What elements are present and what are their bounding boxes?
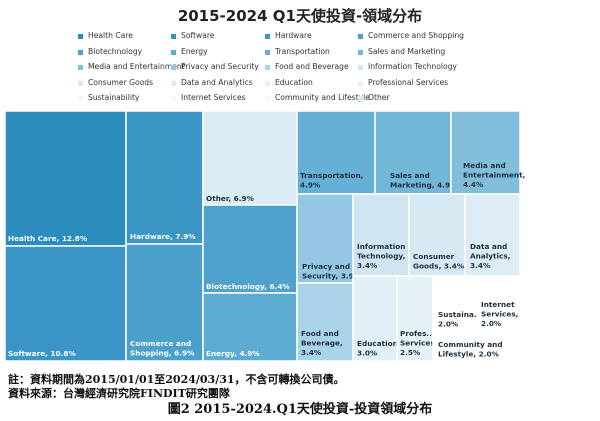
legend-swatch bbox=[171, 65, 176, 70]
treemap-label: Biotechnology, 6.4% bbox=[206, 282, 290, 291]
treemap-label: Commerce and Shopping, 6.9% bbox=[130, 339, 195, 358]
treemap-tile-biotechnology bbox=[202, 204, 298, 294]
legend-item: Consumer Goods bbox=[88, 77, 154, 87]
legend-item: Hardware bbox=[275, 31, 312, 40]
treemap-tile-transportation bbox=[296, 110, 376, 195]
legend-swatch bbox=[265, 80, 270, 86]
legend-swatch bbox=[358, 96, 363, 101]
legend-swatch bbox=[78, 65, 83, 70]
treemap-tile-commerce-and-shopping bbox=[125, 243, 204, 362]
legend-item: Sales and Marketing bbox=[368, 46, 446, 56]
legend-item: Sustainability bbox=[88, 93, 140, 102]
legend-item: Other bbox=[368, 93, 390, 102]
treemap-label: Community and Lifestyle, 2.0% bbox=[438, 340, 503, 359]
legend-item: Energy bbox=[181, 46, 208, 56]
legend-item: Information Technology bbox=[368, 62, 457, 71]
treemap-tile-software bbox=[4, 245, 127, 362]
legend-swatch bbox=[358, 80, 363, 86]
legend-swatch bbox=[265, 34, 270, 39]
legend-swatch bbox=[358, 49, 363, 55]
legend-swatch bbox=[265, 49, 270, 55]
legend-item: Data and Analytics bbox=[181, 77, 253, 87]
treemap-tile-data-and-analytics bbox=[464, 193, 521, 277]
legend-swatch bbox=[78, 49, 83, 55]
legend-swatch bbox=[171, 34, 176, 39]
treemap-tile-food-and-beverage bbox=[296, 282, 354, 362]
treemap-label: Data and Analytics, 3.4% bbox=[470, 242, 511, 270]
treemap-tile-media-and-entertainment bbox=[450, 110, 521, 195]
legend-item: Health Care bbox=[88, 31, 133, 40]
figure-caption: 圖2 2015-2024.Q1天使投資-投資領域分布 bbox=[167, 402, 433, 417]
treemap-label: Media and Entertainment, 4.4% bbox=[463, 161, 526, 189]
legend-item: Software bbox=[181, 31, 215, 40]
treemap-label: Energy, 4.9% bbox=[206, 349, 260, 358]
legend-item: Commerce and Shopping bbox=[368, 31, 464, 40]
legend-swatch bbox=[265, 65, 270, 70]
treemap-label: Hardware, 7.9% bbox=[130, 232, 196, 241]
treemap-label: Information Technology, 3.4% bbox=[357, 242, 406, 270]
legend-item: Community and Lifestyle bbox=[275, 93, 370, 102]
treemap-label: Sustaina... 2.0% bbox=[438, 310, 482, 329]
treemap-label: Health Care, 12.8% bbox=[8, 234, 88, 243]
legend-item: Biotechnology bbox=[88, 46, 143, 56]
data-source: 資料來源：台灣經濟研究院FINDIT研究團隊 bbox=[8, 387, 230, 400]
legend-swatch bbox=[78, 96, 83, 101]
treemap-tile-professional-services bbox=[396, 275, 434, 362]
treemap-label: Privacy and Security, 3.9% bbox=[302, 262, 362, 281]
treemap-tile-health-care bbox=[4, 110, 127, 247]
legend-swatch bbox=[171, 80, 176, 86]
legend-item: Privacy and Security bbox=[181, 62, 259, 71]
treemap-tile-consumer-goods bbox=[408, 193, 466, 277]
treemap-label: Education, 3.0% bbox=[357, 339, 401, 358]
legend-swatch bbox=[171, 96, 176, 101]
legend-item: Media and Entertainment bbox=[88, 62, 185, 71]
legend: Health Care Software Hardware Commerce and … bbox=[78, 31, 548, 107]
treemap-tile-sales-and-marketing bbox=[374, 110, 452, 195]
treemap-label: Transportation, 4.9% bbox=[300, 171, 364, 190]
legend-item: Education bbox=[275, 77, 313, 87]
legend-swatch bbox=[358, 65, 363, 70]
treemap-tile-community-and-lifestyle bbox=[432, 333, 521, 362]
treemap-label: Consumer Goods, 3.4% bbox=[413, 252, 465, 271]
chart-title: 2015-2024 Q1天使投資-領域分布 bbox=[177, 7, 423, 25]
treemap-tile-information-technology bbox=[352, 193, 410, 277]
legend-swatch bbox=[171, 49, 176, 55]
legend-swatch bbox=[265, 96, 270, 101]
treemap-label: Sales and Marketing, 4.9% bbox=[390, 171, 458, 190]
treemap-tile-hardware bbox=[125, 110, 204, 245]
treemap-label: Software, 10.8% bbox=[8, 349, 76, 358]
treemap-tile-other bbox=[202, 110, 298, 206]
treemap-label: Internet Services, 2.0% bbox=[481, 300, 519, 328]
footnote: 註：資料期間為2015/01/01至2024/03/31，不含可轉換公司債。 bbox=[8, 373, 345, 386]
legend-item: Internet Services bbox=[181, 93, 246, 102]
treemap-label: Profes... Services, 2.5% bbox=[400, 329, 438, 357]
treemap-label: Other, 6.9% bbox=[206, 194, 255, 203]
legend-item: Transportation bbox=[275, 46, 330, 56]
legend-swatch bbox=[78, 34, 83, 39]
legend-item: Professional Services bbox=[368, 77, 449, 87]
legend-swatch bbox=[78, 80, 83, 86]
legend-swatch bbox=[358, 34, 363, 39]
treemap-tile-internet-services bbox=[477, 275, 521, 335]
treemap-label: Food and Beverage, 3.4% bbox=[301, 329, 343, 357]
legend-item: Food and Beverage bbox=[275, 62, 349, 71]
